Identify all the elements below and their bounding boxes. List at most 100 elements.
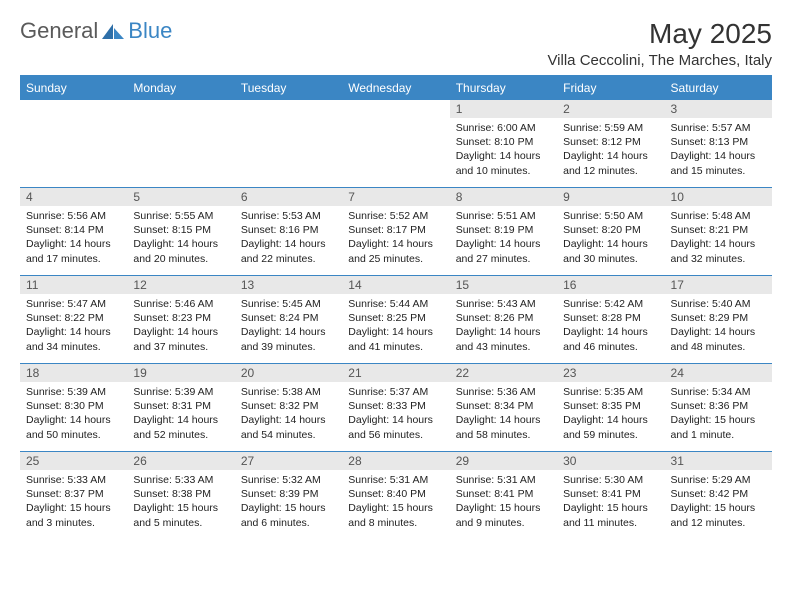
calendar-cell: 25Sunrise: 5:33 AMSunset: 8:37 PMDayligh…: [20, 452, 127, 540]
sunset-text: Sunset: 8:22 PM: [26, 311, 121, 325]
sunrise-text: Sunrise: 5:37 AM: [348, 385, 443, 399]
day-details: Sunrise: 5:51 AMSunset: 8:19 PMDaylight:…: [450, 206, 557, 270]
daylight-text: Daylight: 15 hours and 9 minutes.: [456, 501, 551, 529]
daylight-text: Daylight: 14 hours and 46 minutes.: [563, 325, 658, 353]
daylight-text: Daylight: 14 hours and 17 minutes.: [26, 237, 121, 265]
day-number: 30: [557, 452, 664, 470]
sunrise-text: Sunrise: 5:57 AM: [671, 121, 766, 135]
calendar-cell: 7Sunrise: 5:52 AMSunset: 8:17 PMDaylight…: [342, 188, 449, 276]
sunrise-text: Sunrise: 5:44 AM: [348, 297, 443, 311]
sunrise-text: Sunrise: 5:33 AM: [26, 473, 121, 487]
sunset-text: Sunset: 8:15 PM: [133, 223, 228, 237]
day-details: Sunrise: 5:35 AMSunset: 8:35 PMDaylight:…: [557, 382, 664, 446]
sunset-text: Sunset: 8:25 PM: [348, 311, 443, 325]
header: General Blue May 2025 Villa Ceccolini, T…: [20, 18, 772, 69]
day-number: 17: [665, 276, 772, 294]
sunrise-text: Sunrise: 5:53 AM: [241, 209, 336, 223]
location-label: Villa Ceccolini, The Marches, Italy: [547, 52, 772, 69]
day-number: 4: [20, 188, 127, 206]
sunrise-text: Sunrise: 5:38 AM: [241, 385, 336, 399]
day-header: Wednesday: [342, 76, 449, 100]
calendar-cell: [20, 100, 127, 188]
calendar-cell: 1Sunrise: 6:00 AMSunset: 8:10 PMDaylight…: [450, 100, 557, 188]
sunset-text: Sunset: 8:29 PM: [671, 311, 766, 325]
sunset-text: Sunset: 8:24 PM: [241, 311, 336, 325]
calendar-cell: 28Sunrise: 5:31 AMSunset: 8:40 PMDayligh…: [342, 452, 449, 540]
day-details: Sunrise: 5:45 AMSunset: 8:24 PMDaylight:…: [235, 294, 342, 358]
calendar-cell: 30Sunrise: 5:30 AMSunset: 8:41 PMDayligh…: [557, 452, 664, 540]
day-details: Sunrise: 5:34 AMSunset: 8:36 PMDaylight:…: [665, 382, 772, 446]
title-block: May 2025 Villa Ceccolini, The Marches, I…: [547, 18, 772, 69]
calendar-week-row: 18Sunrise: 5:39 AMSunset: 8:30 PMDayligh…: [20, 364, 772, 452]
calendar-cell: 16Sunrise: 5:42 AMSunset: 8:28 PMDayligh…: [557, 276, 664, 364]
calendar-cell: [342, 100, 449, 188]
daylight-text: Daylight: 14 hours and 10 minutes.: [456, 149, 551, 177]
sunrise-text: Sunrise: 5:36 AM: [456, 385, 551, 399]
sunset-text: Sunset: 8:10 PM: [456, 135, 551, 149]
daylight-text: Daylight: 14 hours and 54 minutes.: [241, 413, 336, 441]
sunset-text: Sunset: 8:28 PM: [563, 311, 658, 325]
day-details: Sunrise: 5:44 AMSunset: 8:25 PMDaylight:…: [342, 294, 449, 358]
day-details: Sunrise: 5:55 AMSunset: 8:15 PMDaylight:…: [127, 206, 234, 270]
sunset-text: Sunset: 8:20 PM: [563, 223, 658, 237]
calendar-cell: 22Sunrise: 5:36 AMSunset: 8:34 PMDayligh…: [450, 364, 557, 452]
daylight-text: Daylight: 14 hours and 25 minutes.: [348, 237, 443, 265]
sunset-text: Sunset: 8:12 PM: [563, 135, 658, 149]
sunset-text: Sunset: 8:19 PM: [456, 223, 551, 237]
day-details: Sunrise: 5:57 AMSunset: 8:13 PMDaylight:…: [665, 118, 772, 182]
sunrise-text: Sunrise: 5:39 AM: [133, 385, 228, 399]
sunset-text: Sunset: 8:14 PM: [26, 223, 121, 237]
day-number: 12: [127, 276, 234, 294]
sunset-text: Sunset: 8:33 PM: [348, 399, 443, 413]
calendar-week-row: 4Sunrise: 5:56 AMSunset: 8:14 PMDaylight…: [20, 188, 772, 276]
calendar-cell: 18Sunrise: 5:39 AMSunset: 8:30 PMDayligh…: [20, 364, 127, 452]
sunset-text: Sunset: 8:39 PM: [241, 487, 336, 501]
sunrise-text: Sunrise: 5:32 AM: [241, 473, 336, 487]
logo: General Blue: [20, 18, 172, 44]
calendar-cell: 15Sunrise: 5:43 AMSunset: 8:26 PMDayligh…: [450, 276, 557, 364]
day-details: Sunrise: 5:40 AMSunset: 8:29 PMDaylight:…: [665, 294, 772, 358]
day-number: 9: [557, 188, 664, 206]
sunrise-text: Sunrise: 5:29 AM: [671, 473, 766, 487]
sunset-text: Sunset: 8:32 PM: [241, 399, 336, 413]
daylight-text: Daylight: 15 hours and 1 minute.: [671, 413, 766, 441]
day-header: Friday: [557, 76, 664, 100]
day-details: Sunrise: 5:31 AMSunset: 8:41 PMDaylight:…: [450, 470, 557, 534]
day-details: Sunrise: 5:56 AMSunset: 8:14 PMDaylight:…: [20, 206, 127, 270]
calendar-cell: 27Sunrise: 5:32 AMSunset: 8:39 PMDayligh…: [235, 452, 342, 540]
sunset-text: Sunset: 8:35 PM: [563, 399, 658, 413]
calendar-cell: 11Sunrise: 5:47 AMSunset: 8:22 PMDayligh…: [20, 276, 127, 364]
calendar-cell: 2Sunrise: 5:59 AMSunset: 8:12 PMDaylight…: [557, 100, 664, 188]
day-number: 25: [20, 452, 127, 470]
day-details: Sunrise: 5:52 AMSunset: 8:17 PMDaylight:…: [342, 206, 449, 270]
calendar-table: SundayMondayTuesdayWednesdayThursdayFrid…: [20, 75, 772, 540]
day-number: 7: [342, 188, 449, 206]
sunrise-text: Sunrise: 5:51 AM: [456, 209, 551, 223]
daylight-text: Daylight: 14 hours and 34 minutes.: [26, 325, 121, 353]
day-number: 24: [665, 364, 772, 382]
calendar-cell: 4Sunrise: 5:56 AMSunset: 8:14 PMDaylight…: [20, 188, 127, 276]
daylight-text: Daylight: 14 hours and 43 minutes.: [456, 325, 551, 353]
sunrise-text: Sunrise: 5:31 AM: [456, 473, 551, 487]
day-number: 26: [127, 452, 234, 470]
day-number: 3: [665, 100, 772, 118]
calendar-week-row: 25Sunrise: 5:33 AMSunset: 8:37 PMDayligh…: [20, 452, 772, 540]
daylight-text: Daylight: 14 hours and 52 minutes.: [133, 413, 228, 441]
calendar-cell: 19Sunrise: 5:39 AMSunset: 8:31 PMDayligh…: [127, 364, 234, 452]
sunrise-text: Sunrise: 5:39 AM: [26, 385, 121, 399]
day-number: 10: [665, 188, 772, 206]
day-details: Sunrise: 5:36 AMSunset: 8:34 PMDaylight:…: [450, 382, 557, 446]
daylight-text: Daylight: 14 hours and 41 minutes.: [348, 325, 443, 353]
day-details: Sunrise: 5:53 AMSunset: 8:16 PMDaylight:…: [235, 206, 342, 270]
daylight-text: Daylight: 14 hours and 20 minutes.: [133, 237, 228, 265]
calendar-week-row: 11Sunrise: 5:47 AMSunset: 8:22 PMDayligh…: [20, 276, 772, 364]
daylight-text: Daylight: 14 hours and 39 minutes.: [241, 325, 336, 353]
day-number: 15: [450, 276, 557, 294]
sunrise-text: Sunrise: 5:30 AM: [563, 473, 658, 487]
calendar-cell: 13Sunrise: 5:45 AMSunset: 8:24 PMDayligh…: [235, 276, 342, 364]
sunset-text: Sunset: 8:30 PM: [26, 399, 121, 413]
daylight-text: Daylight: 14 hours and 59 minutes.: [563, 413, 658, 441]
day-details: Sunrise: 5:47 AMSunset: 8:22 PMDaylight:…: [20, 294, 127, 358]
day-number: 6: [235, 188, 342, 206]
daylight-text: Daylight: 14 hours and 12 minutes.: [563, 149, 658, 177]
